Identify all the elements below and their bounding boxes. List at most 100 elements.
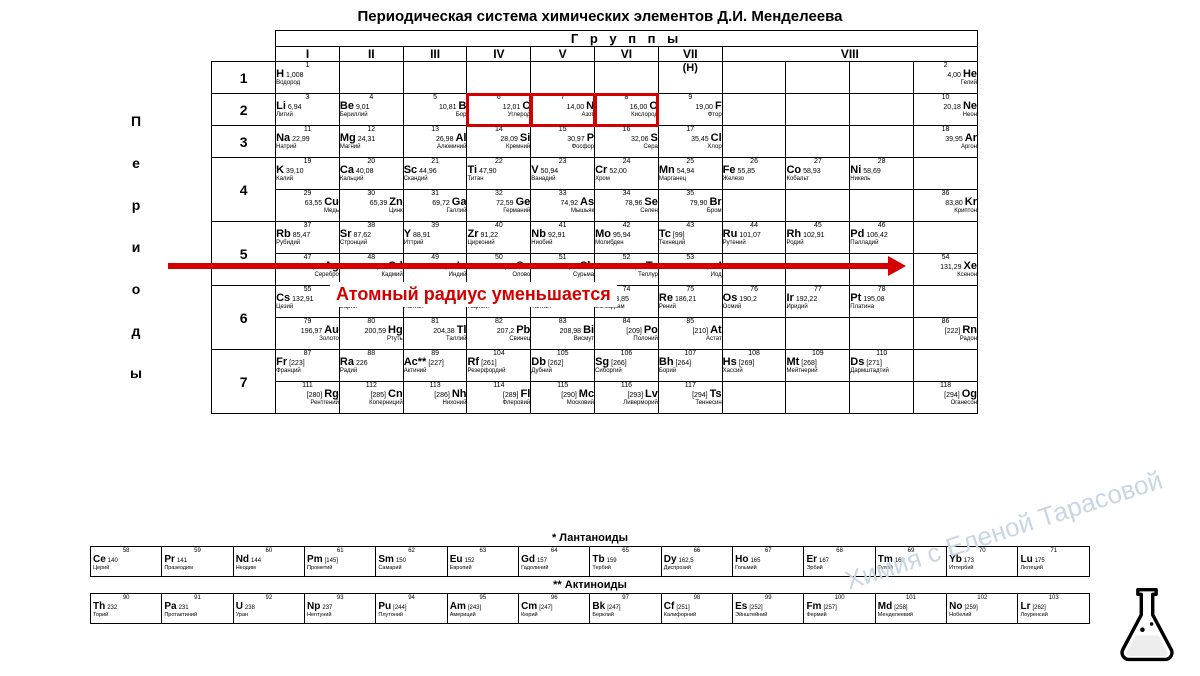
element-Mn: 25 Mn54,94 Марганец [658,158,722,190]
element-Cf: 98 Cf[251] Калифорний [661,594,732,624]
element-Cn: 112 [285]Cn Коперниций [339,382,403,414]
element-F: 9 19,00F Фтор [658,94,722,126]
element-Cd: 48 112,41Cd Кадмий [339,254,403,286]
element-I: 53 126,90I Иод [658,254,722,286]
element-Pr: 59 Pr141 Празеодим [162,547,233,577]
element-Sc: 21 Sc44,96 Скандий [403,158,467,190]
element-Ne: 10 20,18Ne Неон [914,94,978,126]
element-Hg: 80 200,59Hg Ртуть [339,318,403,350]
element-At: 85 [210]At Астат [658,318,722,350]
element-Be: 4 Be9,01 Бериллий [339,94,403,126]
element-Rb: 37 Rb85,47 Рубидий [276,222,340,254]
empty-cell [786,318,850,350]
element-H: 1 H1,008 Водород [276,62,340,94]
group-col-8: VIII [722,47,977,62]
element-Eu: 63 Eu152 Европий [447,547,518,577]
element-Fe: 26 Fe55,85 Железо [722,158,786,190]
empty-cell [722,94,786,126]
element-Y: 39 Y88,91 Иттрий [403,222,467,254]
element-Dy: 66 Dy162,5 Диспрозий [661,547,732,577]
element-Bk: 97 Bk[247] Берклий [590,594,661,624]
element-N: 7 14,00N Азот [531,94,595,126]
element-Pd: 46 Pd106,42 Палладий [850,222,914,254]
element-Sm: 62 Sm150 Самарий [376,547,447,577]
empty-cell [722,254,786,286]
element-Ti: 22 Ti47,90 Титан [467,158,531,190]
element-Es: 99 Es[252] Эйнштейний [733,594,804,624]
element-Mc: 115 [290]Mc Московий [531,382,595,414]
element-Kr: 36 83,80Kr Криптон [914,190,978,222]
element-Cl: 17 35,45Cl Хлор [658,126,722,158]
element-Si: 14 28,09Si Кремний [467,126,531,158]
group-col-2: II [339,47,403,62]
group-col-6: VI [595,47,659,62]
element-Os: 76 Os190,2 Осмий [722,286,786,318]
element-Zn: 30 65,39Zn Цинк [339,190,403,222]
element-Al: 13 26,98Al Алюминий [403,126,467,158]
element-Co: 27 Co58,93 Кобальт [786,158,850,190]
element-Lu: 71 Lu175 Лютеций [1018,547,1090,577]
element-Db: 105 Db[262] Дубний [531,350,595,382]
element-Np: 93 Np237 Нептуний [305,594,376,624]
empty-cell [467,62,531,94]
group-col-4: IV [467,47,531,62]
element-Pt: 78 Pt195,08 Платина [850,286,914,318]
element-Ge: 32 72,59Ge Германий [467,190,531,222]
period-3: 3 [212,126,276,158]
empty-cell [914,350,978,382]
element-Lr: 103 Lr[262] Лоуренсий [1018,594,1090,624]
element-Fr: 87 Fr[223] Франций [276,350,340,382]
empty-cell [786,190,850,222]
element-Sn: 50 118,69Sn Олово [467,254,531,286]
element-Se: 34 78,96Se Селен [595,190,659,222]
element-Zr: 40 Zr91,22 Цирконий [467,222,531,254]
element-Nh: 113 [286]Nh Нихоний [403,382,467,414]
element-Fl: 114 [289]Fl Флеровий [467,382,531,414]
period-1: 1 [212,62,276,94]
empty-cell [850,190,914,222]
element-Mt: 109 Mt[268] Мейтнерий [786,350,850,382]
element-Ga: 31 69,72Ga Галлий [403,190,467,222]
element-C: 6 12,01C Углерод [467,94,531,126]
element-Li: 3 Li6,94 Литий [276,94,340,126]
element-Ru: 44 Ru101,07 Рутений [722,222,786,254]
element-Nd: 60 Nd144 Неодим [233,547,304,577]
empty-cell [786,254,850,286]
element-K: 19 K39,10 Калий [276,158,340,190]
element-Ds: 110 Ds[271] Дармштадтий [850,350,914,382]
element-Fm: 100 Fm[257] Фермий [804,594,875,624]
element-Tc: 43 Tc[99] Технеций [658,222,722,254]
empty-cell [786,94,850,126]
element-Cr: 24 Cr52,00 Хром [595,158,659,190]
trend-label: Атомный радиус уменьшается [330,282,617,307]
empty-cell [850,382,914,414]
element-Sb: 51 121,75Sb Сурьма [531,254,595,286]
element-Ra: 88 Ra226 Радий [339,350,403,382]
empty-cell [722,190,786,222]
element-Lv: 116 [293]Lv Ливерморий [595,382,659,414]
group-col-7: VII [658,47,722,62]
empty-cell [786,62,850,94]
empty-cell [914,286,978,318]
empty-cell [850,318,914,350]
element-Pb: 82 207,2Pb Свинец [467,318,531,350]
group-col-5: V [531,47,595,62]
element-Ni: 28 Ni58,69 Никель [850,158,914,190]
element-Rg: 111 [280]Rg Рентгений [276,382,340,414]
periods-vertical-label: Периоды [126,100,146,480]
element-S: 16 32,06S Сера [595,126,659,158]
element-O: 8 16,00O Кислород [595,94,659,126]
trend-arrow [168,263,892,269]
empty-cell [722,382,786,414]
element-P: 15 30,97P Фосфор [531,126,595,158]
element-In: 49 114,82In Индий [403,254,467,286]
empty-cell [722,126,786,158]
period-7: 7 [212,350,276,414]
element-Og: 118 [294]Og Оганесон [914,382,978,414]
element-Gd: 64 Gd157 Гадолиний [519,547,590,577]
element-U: 92 U238 Уран [233,594,304,624]
element-Rf: 104 Rf[261] Резерфордий [467,350,531,382]
element-V: 23 V50,94 Ванадий [531,158,595,190]
empty-cell [595,62,659,94]
element-Ce: 58 Ce140 Церий [91,547,162,577]
